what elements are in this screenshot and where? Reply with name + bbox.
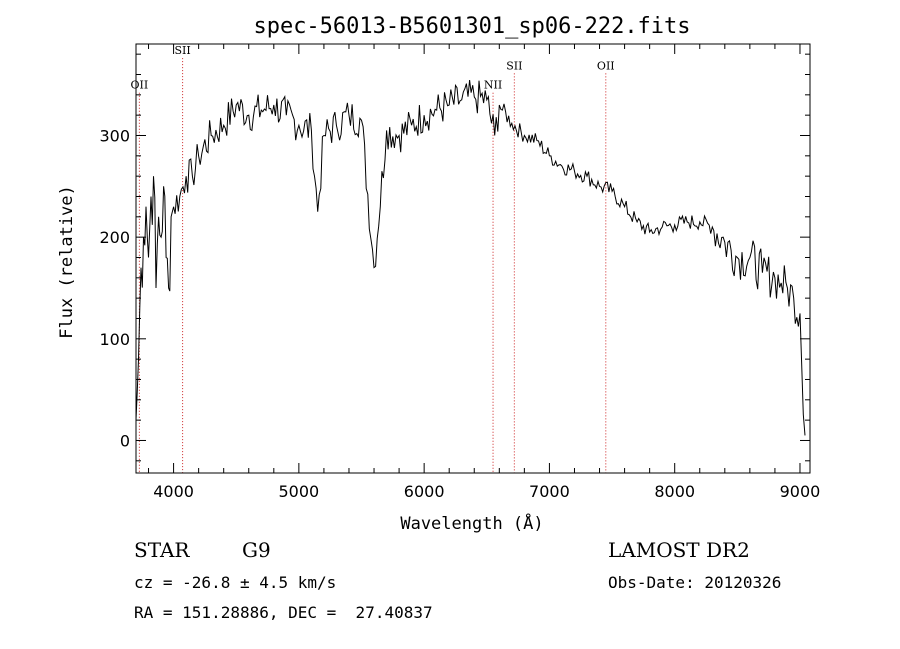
flux-series-line — [135, 80, 806, 436]
x-axis-label: Wavelength (Å) — [400, 512, 543, 534]
observation-date: Obs-Date: 20120326 — [608, 573, 782, 592]
line-marker-label: NII — [484, 79, 502, 92]
line-marker-label: SII — [174, 44, 190, 57]
x-tick-label: 7000 — [529, 482, 570, 501]
coordinates: RA = 151.28886, DEC = 27.40837 — [134, 603, 433, 622]
y-tick-label: 100 — [99, 330, 130, 349]
x-tick-label: 9000 — [780, 482, 821, 501]
y-tick-label: 0 — [120, 431, 130, 450]
y-tick-label: 300 — [99, 126, 130, 145]
line-marker-label: SII — [506, 59, 522, 72]
spectral-class: STAR — [134, 538, 190, 562]
x-tick-label: 8000 — [654, 482, 695, 501]
plot-frame — [135, 43, 811, 474]
line-marker-label: OII — [131, 79, 149, 92]
y-tick-label: 200 — [99, 228, 130, 247]
y-axis-label: Flux (relative) — [57, 185, 77, 339]
spectral-subclass: G9 — [242, 538, 271, 562]
x-tick-label: 5000 — [279, 482, 320, 501]
chart-title: spec-56013-B5601301_sp06-222.fits — [253, 14, 690, 39]
x-tick-label: 6000 — [404, 482, 445, 501]
x-tick-label: 4000 — [153, 482, 194, 501]
line-marker-label: OII — [597, 59, 615, 72]
redshift-value: cz = -26.8 ± 4.5 km/s — [134, 573, 337, 592]
data-release: LAMOST DR2 — [608, 538, 750, 562]
